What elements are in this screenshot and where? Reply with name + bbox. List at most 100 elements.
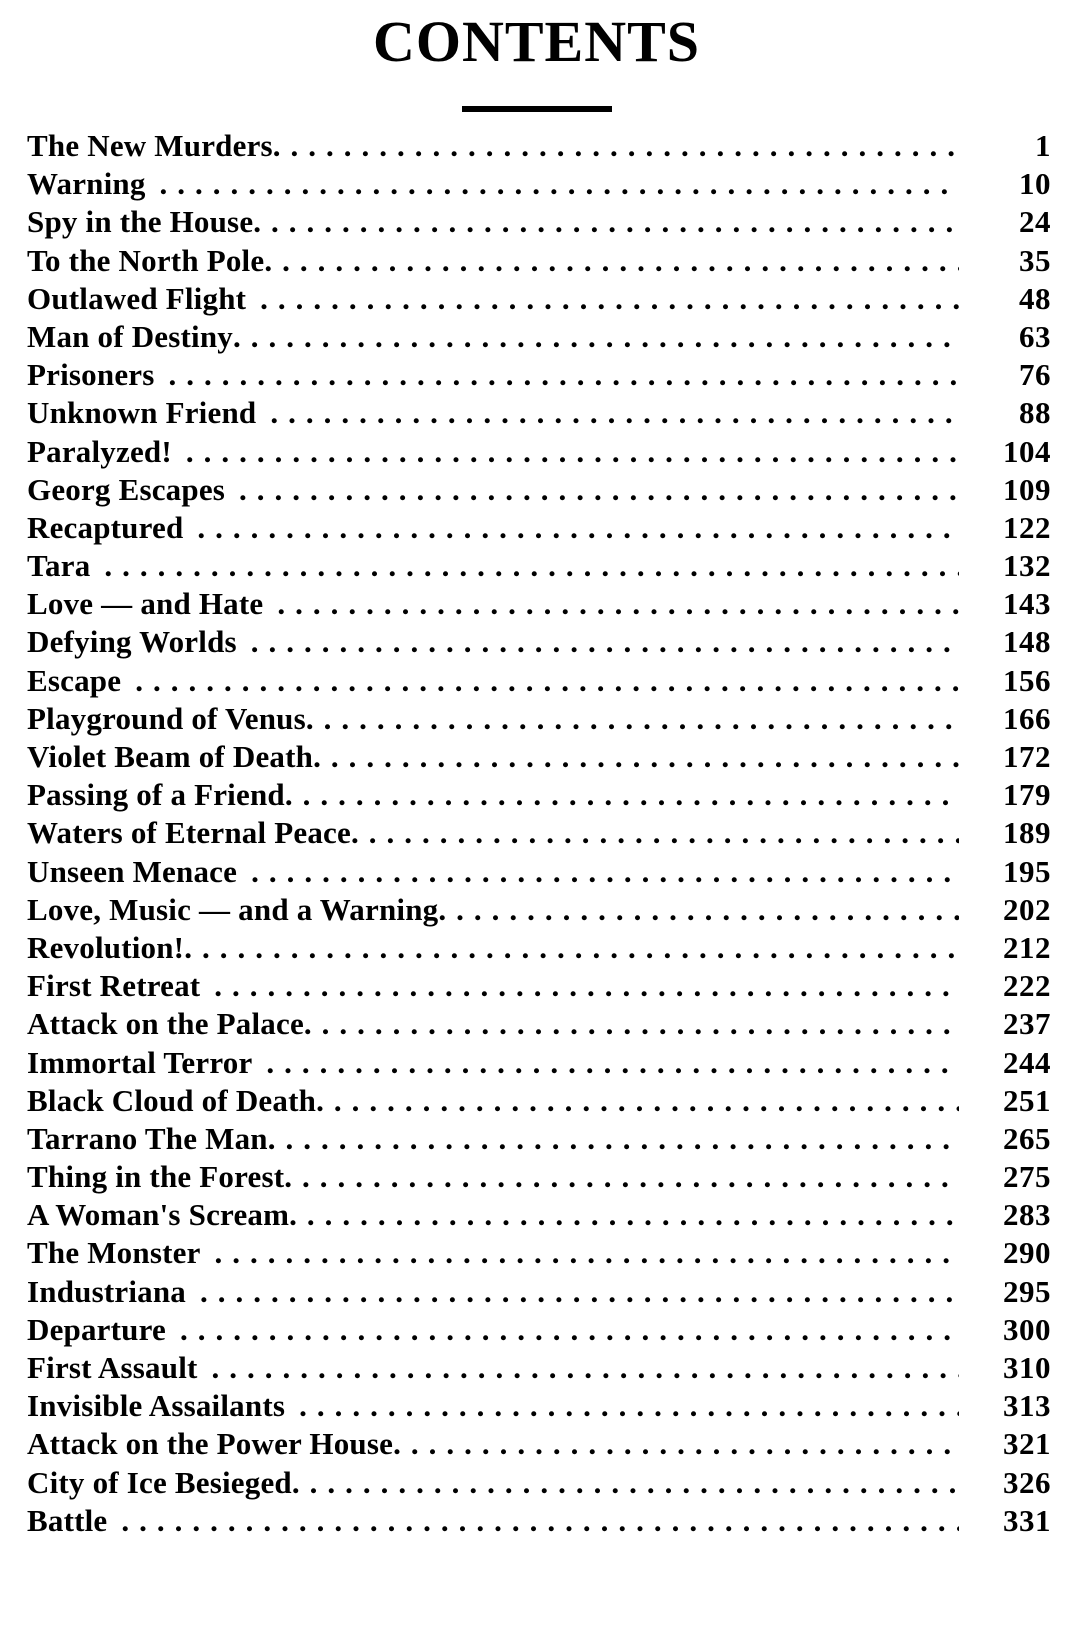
toc-entry-title: Departure — [27, 1311, 166, 1347]
toc-entry-page-number: 109 — [1003, 471, 1051, 507]
toc-entry-page-number: 88 — [1019, 395, 1051, 431]
toc-entry[interactable]: Passing of a Friend 179 — [27, 776, 1051, 814]
toc-entry-title: Escape — [27, 662, 122, 698]
toc-entry-page-number: 237 — [1003, 1006, 1051, 1042]
toc-entry-page-number: 172 — [1003, 739, 1051, 774]
toc-entry[interactable]: Defying Worlds 148 — [27, 623, 1051, 661]
toc-leader-dots — [316, 1082, 959, 1120]
toc-leader-dots — [200, 1273, 959, 1311]
toc-entry[interactable]: Black Cloud of Death 251 — [27, 1082, 1051, 1120]
toc-entry[interactable]: Invisible Assailants 313 — [27, 1387, 1051, 1425]
toc-entry[interactable]: Georg Escapes 109 — [27, 471, 1051, 509]
toc-entry[interactable]: City of Ice Besieged 326 — [27, 1464, 1051, 1502]
toc-entry[interactable]: Recaptured 122 — [27, 509, 1051, 547]
toc-entry[interactable]: Outlawed Flight 48 — [27, 280, 1051, 318]
toc-leader-dots — [299, 1387, 959, 1425]
toc-entry-page-number: 321 — [1003, 1426, 1051, 1462]
toc-entry-title: Love — and Hate — [27, 586, 264, 622]
toc-entry-page-number: 166 — [1003, 700, 1051, 736]
toc-entry[interactable]: Unseen Menace 195 — [27, 853, 1051, 891]
toc-entry-page-number: 63 — [1019, 318, 1051, 354]
toc-entry[interactable]: Escape 156 — [27, 662, 1051, 700]
toc-entry[interactable]: Battle 331 — [27, 1502, 1051, 1540]
toc-leader-dots — [121, 1502, 959, 1540]
toc-entry-page-number: 179 — [1003, 777, 1051, 813]
toc-entry-title: Thing in the Forest — [27, 1159, 285, 1195]
toc-entry[interactable]: Spy in the House 24 — [27, 203, 1051, 241]
toc-entry[interactable]: Paralyzed! 104 — [27, 433, 1051, 471]
toc-entry[interactable]: Revolution! 212 — [27, 929, 1051, 967]
toc-entry[interactable]: Tarrano The Man 265 — [27, 1120, 1051, 1158]
toc-leader-dots — [260, 280, 959, 318]
toc-leader-dots — [104, 547, 959, 585]
toc-entry-title: Love, Music — and a Warning — [27, 891, 439, 927]
toc-entry-title: Georg Escapes — [27, 471, 226, 507]
toc-entry[interactable]: Prisoners 76 — [27, 356, 1051, 394]
toc-entry[interactable]: Departure 300 — [27, 1311, 1051, 1349]
toc-leader-dots — [239, 471, 959, 509]
page-title: CONTENTS — [372, 9, 701, 74]
toc-entry-title: A Woman's Scream — [27, 1197, 290, 1233]
toc-entry-page-number: 222 — [1003, 968, 1051, 1004]
toc-leader-dots — [270, 394, 959, 432]
toc-entry[interactable]: Love, Music — and a Warning 202 — [27, 891, 1051, 929]
toc-entry-title: Battle — [27, 1502, 108, 1538]
toc-entry[interactable]: Love — and Hate 143 — [27, 585, 1051, 623]
toc-entry-title: Tarrano The Man — [27, 1120, 268, 1156]
toc-entry[interactable]: Playground of Venus 166 — [27, 700, 1051, 738]
toc-entry-page-number: 202 — [1003, 891, 1051, 927]
toc-entry[interactable]: First Assault 310 — [27, 1349, 1051, 1387]
toc-entry-title: Spy in the House — [27, 204, 254, 240]
toc-entry[interactable]: The New Murders 1 — [27, 127, 1051, 165]
toc-entry[interactable]: To the North Pole 35 — [27, 242, 1051, 280]
toc-entry[interactable]: Warning 10 — [27, 165, 1051, 203]
toc-entry-page-number: 189 — [1003, 815, 1051, 851]
toc-entry-page-number: 122 — [1003, 509, 1051, 545]
toc-entry-page-number: 195 — [1003, 853, 1051, 889]
toc-entry-page-number: 313 — [1003, 1388, 1051, 1424]
toc-entry-page-number: 104 — [1003, 433, 1051, 469]
toc-entry-page-number: 265 — [1003, 1120, 1051, 1156]
toc-entry-page-number: 212 — [1003, 929, 1051, 965]
toc-entry[interactable]: Waters of Eternal Peace 189 — [27, 814, 1051, 852]
toc-entry-title: Prisoners — [27, 357, 155, 393]
toc-entry[interactable]: A Woman's Scream 283 — [27, 1196, 1051, 1234]
toc-entry[interactable]: Immortal Terror 244 — [27, 1044, 1051, 1082]
toc-entry-title: Unseen Menace — [27, 853, 238, 889]
toc-leader-dots — [268, 1120, 959, 1158]
toc-entry[interactable]: Tara 132 — [27, 547, 1051, 585]
toc-entry[interactable]: Industriana 295 — [27, 1273, 1051, 1311]
toc-entry[interactable]: First Retreat 222 — [27, 967, 1051, 1005]
toc-leader-dots — [251, 853, 959, 891]
toc-entry-page-number: 251 — [1003, 1082, 1051, 1118]
toc-entry[interactable]: The Monster 290 — [27, 1234, 1051, 1272]
toc-entry-page-number: 295 — [1003, 1273, 1051, 1309]
toc-entry-title: Defying Worlds — [27, 624, 237, 660]
toc-entry[interactable]: Attack on the Palace 237 — [27, 1005, 1051, 1043]
toc-leader-dots — [184, 929, 959, 967]
toc-leader-dots — [233, 318, 959, 356]
toc-entry-title: Industriana — [27, 1273, 186, 1309]
toc-leader-dots — [160, 165, 959, 203]
toc-entry-title: Invisible Assailants — [27, 1388, 286, 1424]
toc-entry-title: Passing of a Friend — [27, 777, 285, 813]
toc-entry-title: The New Murders — [27, 128, 273, 163]
divider-rule — [461, 106, 612, 112]
toc-entry-page-number: 148 — [1003, 624, 1051, 660]
toc-entry-title: City of Ice Besieged — [27, 1464, 292, 1500]
toc-entry[interactable]: Man of Destiny 63 — [27, 318, 1051, 356]
toc-entry-title: First Assault — [27, 1350, 198, 1385]
toc-entry[interactable]: Violet Beam of Death 172 — [27, 738, 1051, 776]
toc-leader-dots — [351, 814, 959, 852]
toc-entry-page-number: 76 — [1019, 357, 1051, 393]
toc-leader-dots — [135, 662, 959, 700]
toc-entry[interactable]: Unknown Friend 88 — [27, 394, 1051, 432]
toc-entry[interactable]: Thing in the Forest 275 — [27, 1158, 1051, 1196]
toc-entry-page-number: 132 — [1003, 548, 1051, 584]
toc-entry-page-number: 48 — [1019, 280, 1051, 316]
toc-leader-dots — [214, 967, 959, 1005]
toc-entry-page-number: 300 — [1003, 1311, 1051, 1347]
toc-entry[interactable]: Attack on the Power House 321 — [27, 1425, 1051, 1463]
toc-entry-title: Tara — [27, 548, 91, 584]
toc-entry-title: Outlawed Flight — [27, 280, 247, 316]
